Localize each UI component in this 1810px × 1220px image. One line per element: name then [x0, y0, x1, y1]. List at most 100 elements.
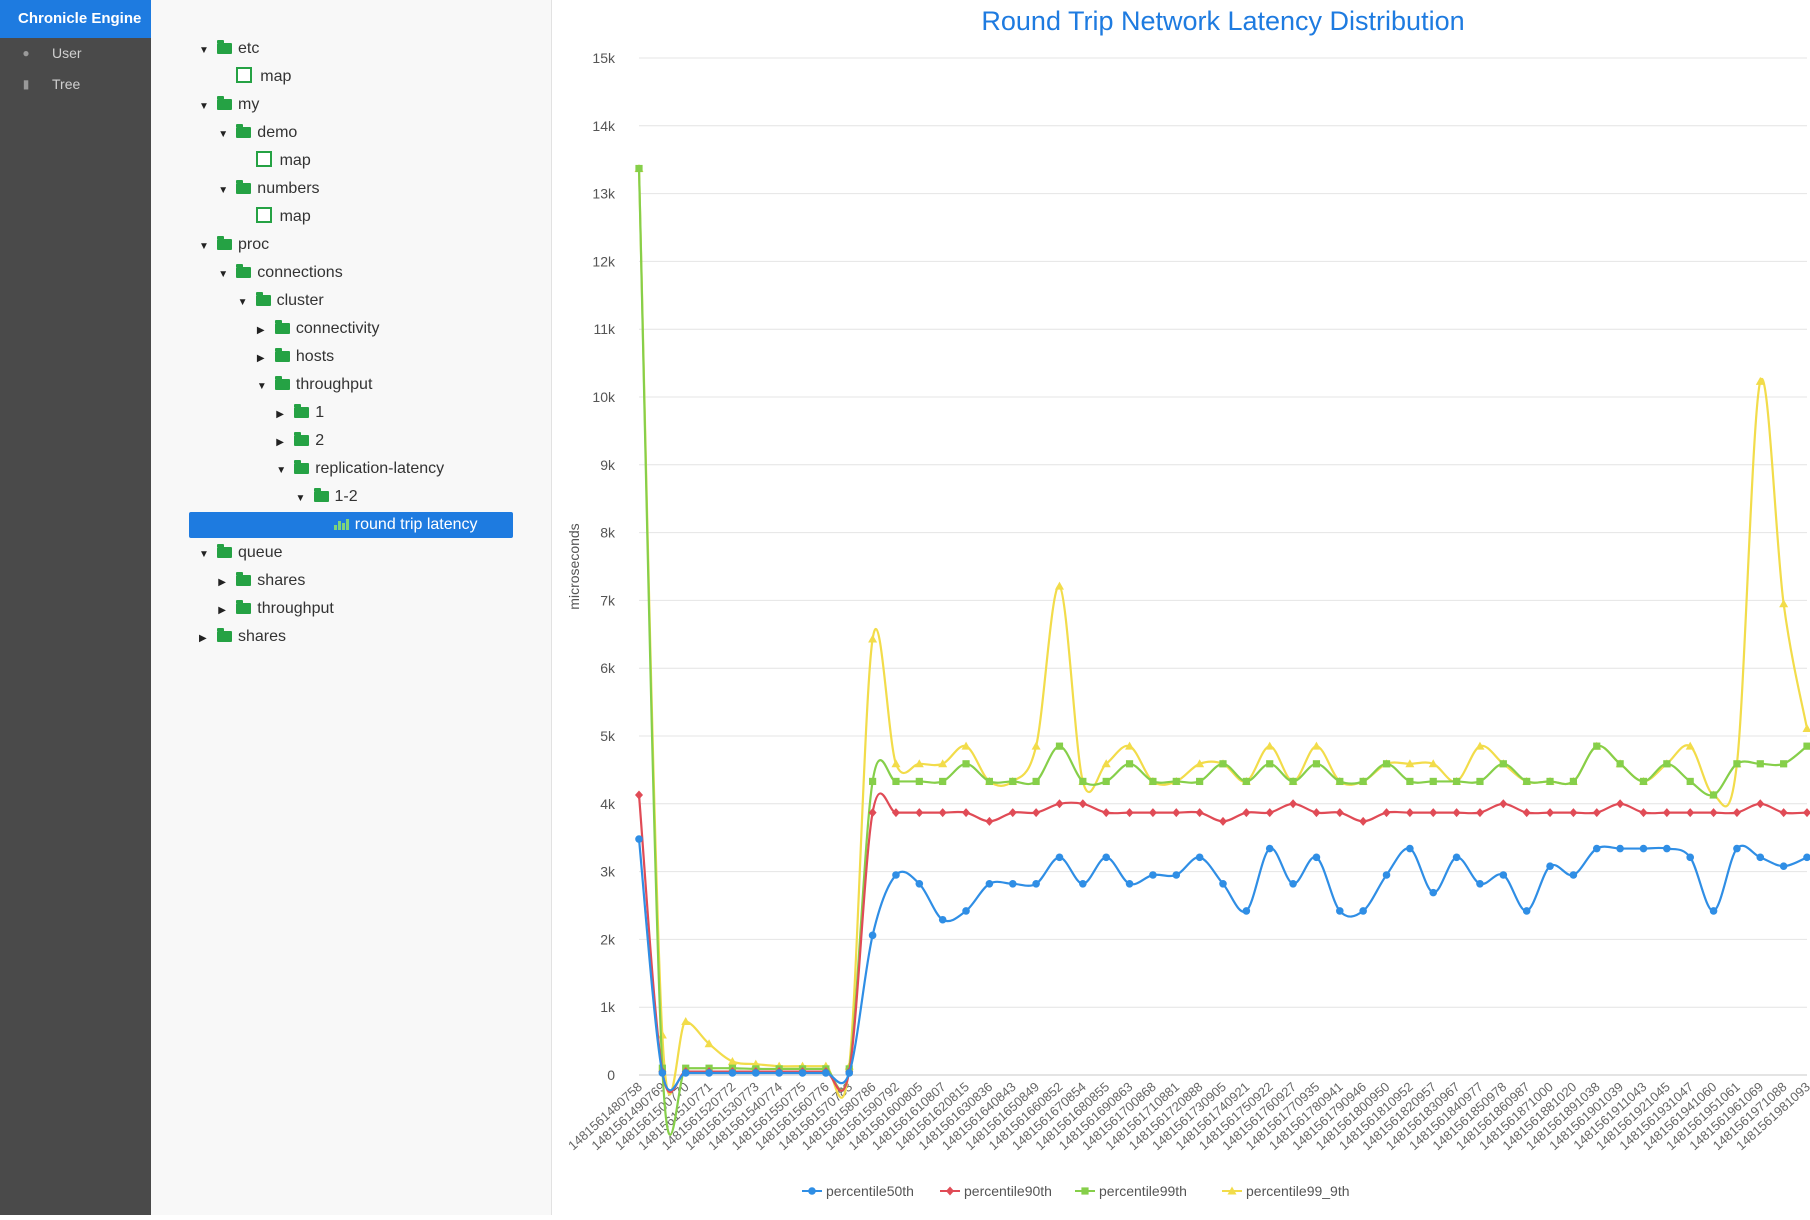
data-point	[1173, 778, 1180, 785]
caret-down-icon[interactable]: ▼	[296, 486, 310, 512]
tree-node[interactable]: ▼queue	[199, 540, 283, 566]
tree-node-label: etc	[238, 40, 259, 57]
tree-node[interactable]: ▶1	[276, 400, 324, 426]
tree-node[interactable]: ▶ shares	[199, 624, 286, 650]
tree-node-label: map	[260, 68, 291, 85]
y-tick-label: 1k	[600, 999, 616, 1015]
folder-icon	[236, 575, 251, 586]
folder-icon	[275, 351, 290, 362]
caret-down-icon[interactable]: ▼	[199, 94, 213, 120]
caret-down-icon[interactable]: ▼	[257, 374, 271, 400]
data-point	[1663, 808, 1671, 817]
data-point	[1312, 742, 1321, 750]
data-point	[1780, 760, 1787, 767]
data-point	[891, 759, 900, 767]
tree-node[interactable]: ▼numbers	[218, 176, 319, 202]
tree-node[interactable]: map	[238, 148, 311, 174]
tree-node-label: shares	[238, 628, 286, 645]
data-point	[1499, 799, 1507, 808]
legend-entry-percentile99_9th[interactable]: percentile99_9th	[1246, 1183, 1350, 1199]
data-point	[1686, 808, 1694, 817]
tree-node[interactable]: ▼1-2	[296, 484, 358, 510]
data-point	[1710, 791, 1717, 798]
app-title[interactable]: Chronicle Engine	[0, 0, 151, 38]
caret-right-icon[interactable]: ▶	[218, 570, 232, 596]
sidebar-item-tree[interactable]: ▮ Tree	[0, 69, 151, 100]
tree-node[interactable]: ▶ throughput	[218, 596, 334, 622]
caret-right-icon[interactable]: ▶	[257, 346, 271, 372]
data-point	[1032, 808, 1040, 817]
tree-node[interactable]: map	[238, 204, 311, 230]
data-point	[729, 1069, 737, 1077]
caret-down-icon[interactable]: ▼	[238, 290, 252, 316]
folder-icon	[217, 631, 232, 642]
data-point	[799, 1069, 807, 1077]
tree-node[interactable]: ▼proc	[199, 232, 269, 258]
data-point	[1593, 808, 1601, 817]
data-point	[1663, 760, 1670, 767]
data-point	[1289, 799, 1297, 808]
tree-node[interactable]: ▼connections	[218, 260, 342, 286]
folder-icon	[314, 491, 329, 502]
data-point	[962, 808, 970, 817]
data-point	[1009, 808, 1017, 817]
tree-node[interactable]: ▼demo	[218, 120, 297, 146]
data-point	[1710, 907, 1718, 915]
caret-right-icon[interactable]: ▶	[257, 318, 271, 344]
caret-down-icon[interactable]: ▼	[199, 234, 213, 260]
tree-node[interactable]: ▼my	[199, 92, 259, 118]
data-point	[1009, 880, 1017, 888]
caret-right-icon[interactable]: ▶	[276, 402, 290, 428]
y-axis-label: microseconds	[566, 523, 582, 609]
tree-node[interactable]: map	[218, 64, 291, 90]
legend-entry-percentile90th[interactable]: percentile90th	[964, 1183, 1052, 1199]
data-point	[1289, 880, 1297, 888]
caret-right-icon[interactable]: ▶	[199, 626, 213, 652]
caret-down-icon[interactable]: ▼	[276, 458, 290, 484]
caret-down-icon[interactable]: ▼	[218, 122, 232, 148]
data-point	[1546, 808, 1554, 817]
tree-node[interactable]: ▼ etc	[199, 36, 259, 62]
folder-icon	[275, 379, 290, 390]
caret-right-icon[interactable]: ▶	[276, 430, 290, 456]
map-icon	[256, 151, 272, 167]
legend-entry-percentile50th[interactable]: percentile50th	[826, 1183, 914, 1199]
tree-node[interactable]: ▶hosts	[257, 344, 334, 370]
data-point	[1196, 808, 1204, 817]
tree-node[interactable]: ▼cluster	[238, 288, 324, 314]
legend-entry-percentile99th[interactable]: percentile99th	[1099, 1183, 1187, 1199]
data-point	[1079, 880, 1087, 888]
data-point	[1780, 862, 1788, 870]
data-point	[1336, 778, 1343, 785]
caret-down-icon[interactable]: ▼	[218, 178, 232, 204]
caret-right-icon[interactable]: ▶	[218, 598, 232, 624]
data-point	[1429, 889, 1437, 897]
caret-down-icon[interactable]: ▼	[199, 38, 213, 64]
caret-down-icon[interactable]: ▼	[218, 262, 232, 288]
data-point	[635, 165, 642, 172]
tree-node[interactable]: ▶shares	[218, 568, 305, 594]
data-point	[1196, 778, 1203, 785]
sidebar: Chronicle Engine ● User ▮ Tree	[0, 0, 151, 1215]
data-point	[1476, 778, 1483, 785]
tree-node[interactable]: ▼throughput	[257, 372, 373, 398]
sidebar-item-user[interactable]: ● User	[0, 38, 151, 69]
data-point	[1476, 880, 1484, 888]
data-point	[1196, 854, 1204, 862]
data-point	[1056, 854, 1064, 862]
tree-node[interactable]: ▶2	[276, 428, 324, 454]
tree-node[interactable]: ▼replication-latency	[276, 456, 444, 482]
data-point	[915, 808, 923, 817]
data-point	[1500, 760, 1507, 767]
data-point	[1523, 778, 1530, 785]
data-point	[868, 635, 877, 643]
folder-icon	[256, 295, 271, 306]
data-point	[1360, 778, 1367, 785]
series-line-percentile99th	[639, 169, 1807, 1135]
tree-node[interactable]: round trip latency	[189, 512, 513, 538]
caret-down-icon[interactable]: ▼	[199, 542, 213, 568]
data-point	[1383, 871, 1391, 879]
tree-node[interactable]: ▶connectivity	[257, 316, 380, 342]
y-tick-label: 12k	[592, 253, 616, 269]
tree-node-label: throughput	[257, 600, 334, 617]
